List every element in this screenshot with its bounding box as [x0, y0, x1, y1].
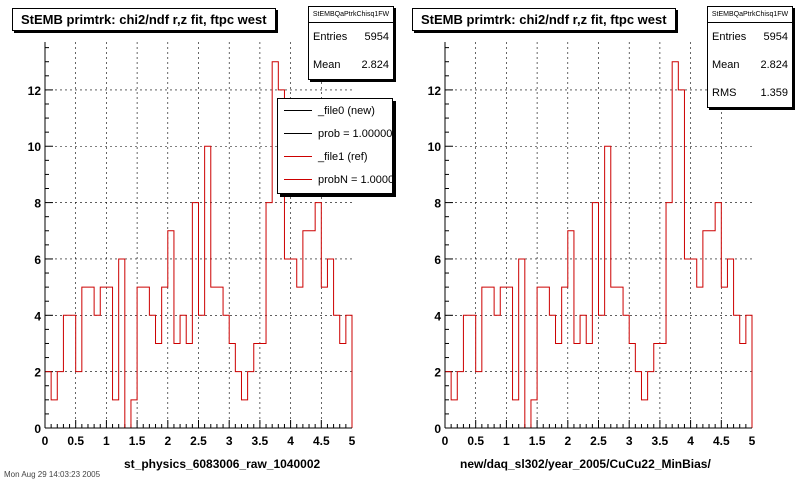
x-tick-label: 1.5 [129, 434, 146, 448]
left-histogram-panel: 0 0.5 1 1.5 2 2.5 3 3.5 4 4.5 5 0 2 4 6 8 10 12 [28, 42, 356, 448]
right-stats-box: StEMBQaPtrkChisq1FW Entries 5954 Mean 2.… [707, 6, 793, 108]
left-stats-box: StEMBQaPtrkChisq1FW Entries 5954 Mean 2.… [308, 6, 394, 80]
left-chart-title: StEMB primtrk: chi2/ndf r,z fit, ftpc we… [12, 8, 276, 31]
legend-label: probN = 1.000000 [318, 173, 393, 186]
y-tick-label: 2 [434, 366, 441, 380]
y-tick-label: 6 [34, 253, 41, 267]
histogram-series-line [444, 61, 753, 429]
stats-label: RMS [712, 87, 737, 99]
x-tick-label: 3 [626, 434, 633, 448]
legend-item-file0: _file0 (new) [278, 99, 392, 122]
left-stats-name: StEMBQaPtrkChisq1FW [309, 7, 393, 23]
y-tick-label: 8 [434, 197, 441, 211]
legend-line-icon [284, 156, 312, 157]
stats-label: Entries [712, 31, 747, 43]
x-tick-label: 4 [687, 434, 694, 448]
legend-label: _file0 (new) [318, 104, 375, 117]
x-tick-label: 5 [349, 434, 356, 448]
legend-line-icon [284, 179, 312, 180]
x-tick-label: 4 [287, 434, 294, 448]
x-tick-label: 2 [164, 434, 171, 448]
legend-label: prob = 1.000000 [318, 127, 393, 140]
legend-line-icon [284, 110, 312, 111]
y-tick-label: 12 [28, 84, 42, 98]
y-tick-label: 10 [28, 140, 42, 154]
x-tick-label: 1.5 [529, 434, 546, 448]
x-tick-label: 3.5 [652, 434, 669, 448]
y-tick-label: 2 [34, 366, 41, 380]
legend-item-probN: probN = 1.000000 [278, 168, 392, 191]
stats-label: Entries [313, 31, 348, 43]
left-stats-row-mean: Mean 2.824 [309, 51, 393, 79]
x-tick-label: 0.5 [467, 434, 484, 448]
histogram-series-line [44, 61, 353, 429]
right-stats-name: StEMBQaPtrkChisq1FW [708, 7, 792, 23]
y-tick-label: 8 [34, 197, 41, 211]
right-stats-row-mean: Mean 2.824 [708, 51, 792, 79]
legend-label: _file1 (ref) [318, 150, 368, 163]
x-tick-label: 2.5 [590, 434, 607, 448]
legend-line-icon [284, 133, 312, 134]
stats-value: 2.824 [361, 59, 389, 71]
x-tick-label: 2.5 [190, 434, 207, 448]
x-tick-label: 1 [503, 434, 510, 448]
x-tick-label: 3.5 [252, 434, 269, 448]
left-legend: _file0 (new) prob = 1.000000 _file1 (ref… [277, 98, 393, 194]
legend-item-prob: prob = 1.000000 [278, 122, 392, 145]
right-chart-title: StEMB primtrk: chi2/ndf r,z fit, ftpc we… [412, 8, 676, 31]
right-x-axis-title: new/daq_sl302/year_2005/CuCu22_MinBias/ [460, 457, 711, 471]
stats-value: 5954 [364, 31, 389, 43]
y-tick-label: 4 [34, 309, 41, 323]
x-tick-label: 0.5 [67, 434, 84, 448]
y-tick-label: 0 [434, 422, 441, 436]
stats-label: Mean [313, 59, 341, 71]
y-tick-label: 10 [428, 140, 442, 154]
left-x-axis-title: st_physics_6083006_raw_1040002 [124, 457, 321, 471]
x-tick-label: 2 [564, 434, 571, 448]
right-stats-row-rms: RMS 1.359 [708, 79, 792, 107]
stats-value: 1.359 [760, 87, 788, 99]
y-tick-label: 6 [434, 253, 441, 267]
y-tick-label: 4 [434, 309, 441, 323]
x-tick-label: 0 [442, 434, 449, 448]
timestamp-footer: Mon Aug 29 14:03:23 2005 [4, 470, 101, 479]
y-tick-label: 12 [428, 84, 442, 98]
stats-value: 5954 [763, 31, 788, 43]
x-tick-label: 3 [226, 434, 233, 448]
right-histogram-panel: 0 0.5 1 1.5 2 2.5 3 3.5 4 4.5 5 0 2 4 6 8 10 12 [428, 42, 756, 448]
x-tick-label: 0 [42, 434, 49, 448]
stats-value: 2.824 [760, 59, 788, 71]
x-tick-label: 5 [749, 434, 756, 448]
y-tick-label: 0 [34, 422, 41, 436]
right-stats-row-entries: Entries 5954 [708, 23, 792, 51]
x-tick-label: 4.5 [713, 434, 730, 448]
left-stats-row-entries: Entries 5954 [309, 23, 393, 51]
x-tick-label: 4.5 [313, 434, 330, 448]
legend-item-file1: _file1 (ref) [278, 145, 392, 168]
x-tick-label: 1 [103, 434, 110, 448]
stats-label: Mean [712, 59, 740, 71]
